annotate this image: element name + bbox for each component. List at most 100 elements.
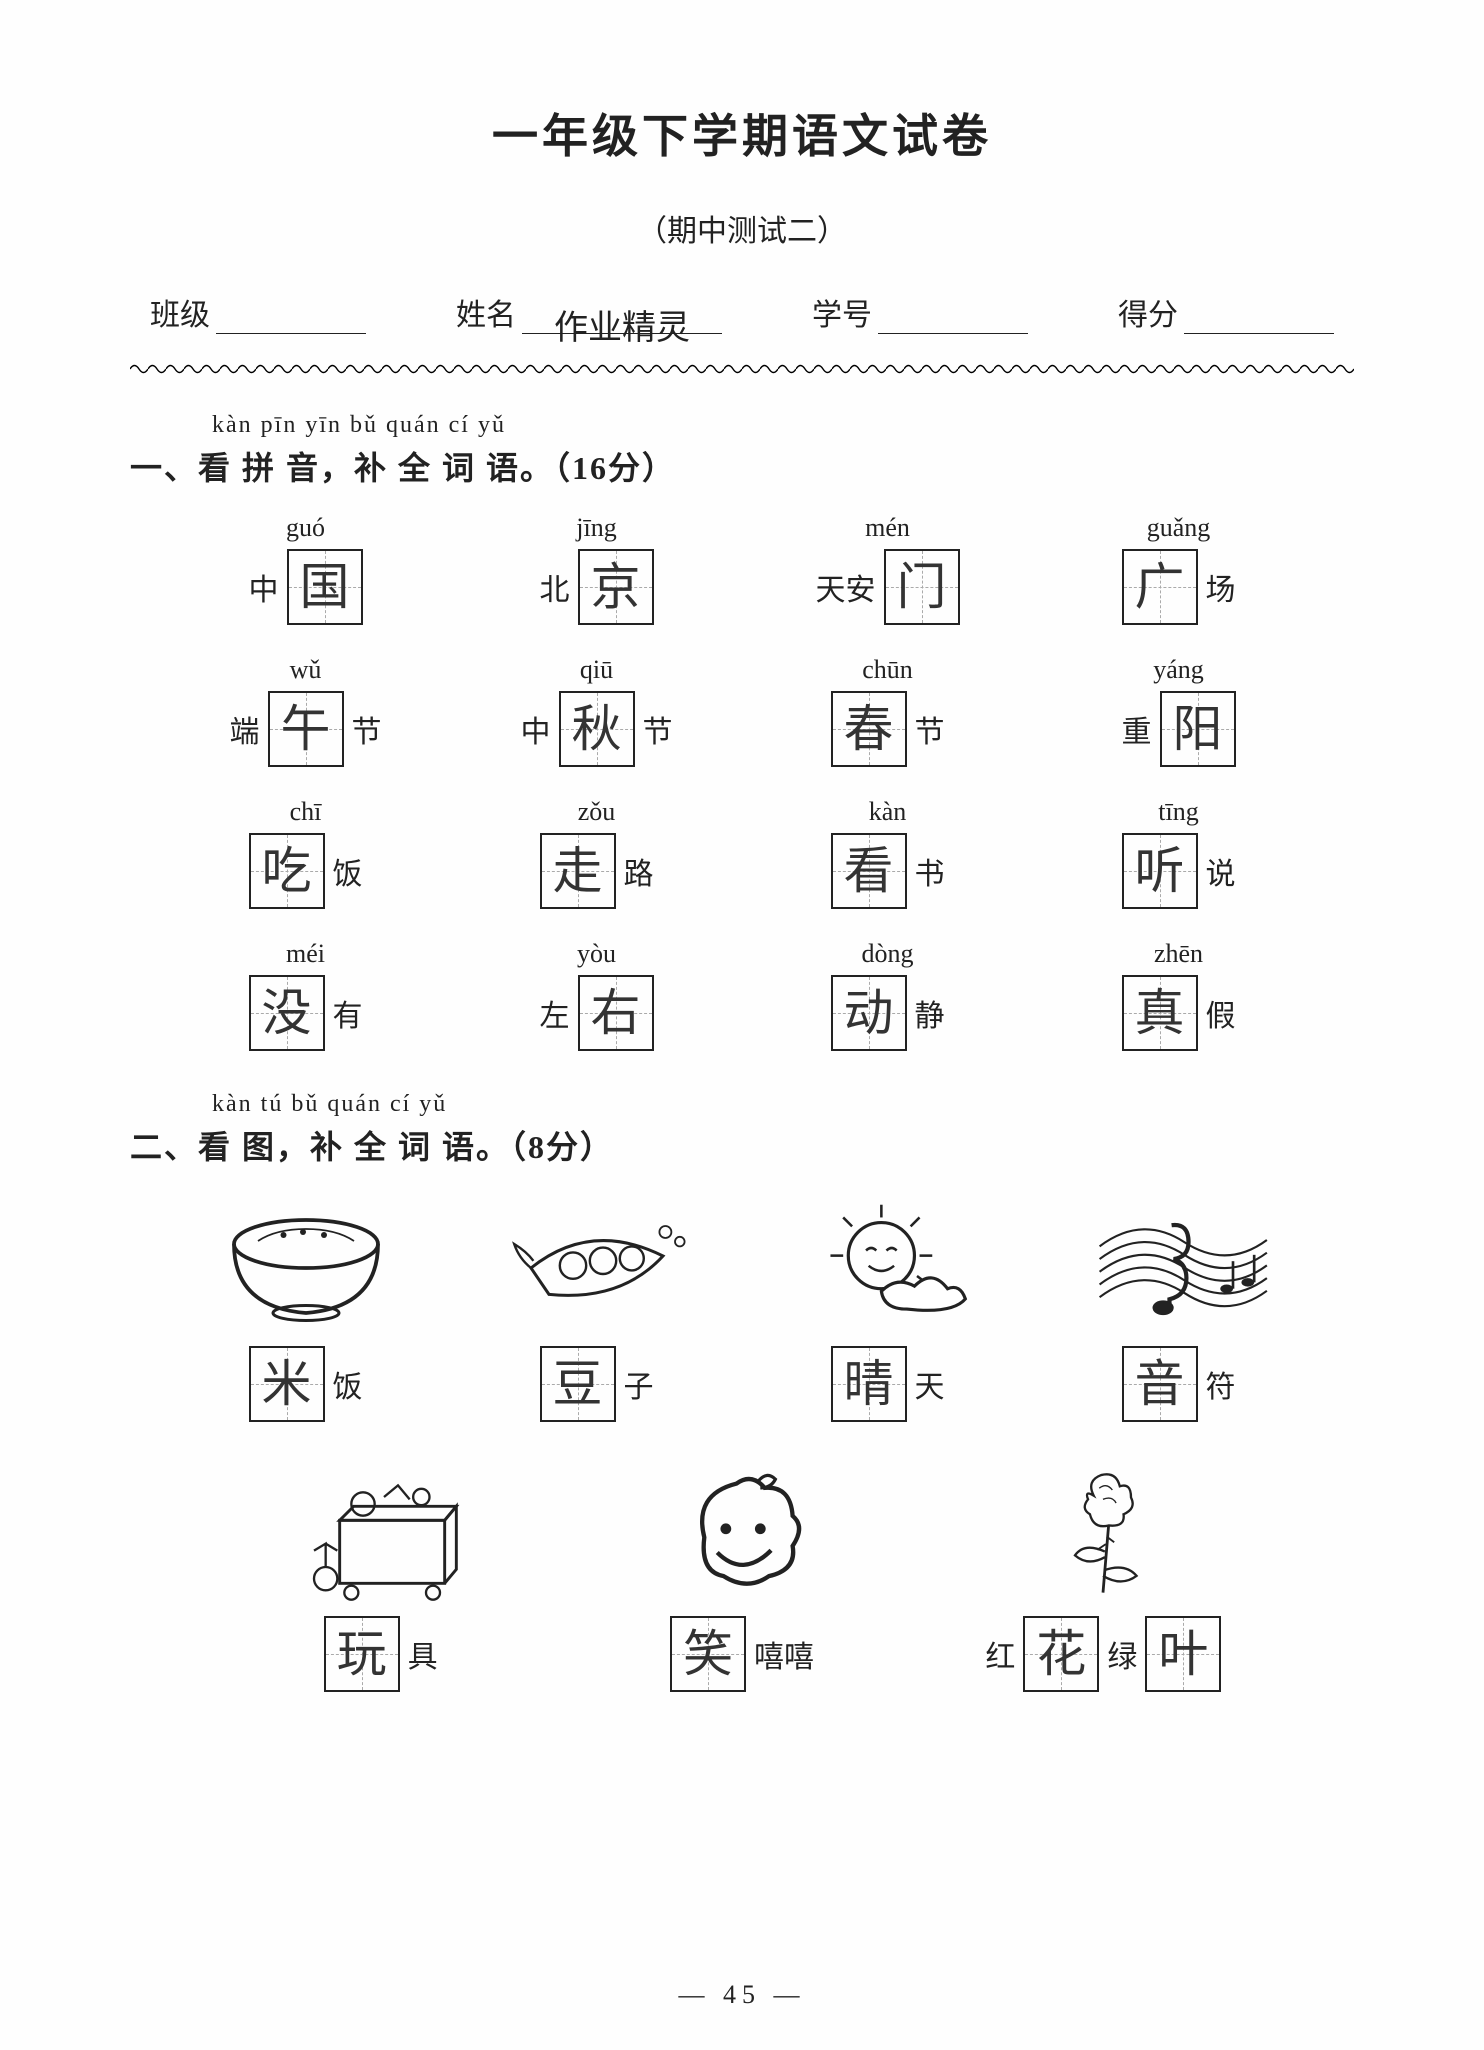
suffix-char: 有 <box>333 991 363 1035</box>
word-row: 天安 门 <box>816 549 960 625</box>
suffix-char: 嘻嘻 <box>754 1632 814 1676</box>
word-row: 听 说 <box>1122 833 1236 909</box>
cell-pinyin: chūn <box>862 655 913 685</box>
prefix-char: 左 <box>540 991 570 1035</box>
pinyin-cell: guó 中 国 <box>170 513 441 625</box>
cell-pinyin: dòng <box>862 939 914 969</box>
bowl-icon <box>216 1192 396 1332</box>
prefix-char: 中 <box>521 707 551 751</box>
tianzige-box[interactable]: 晴 <box>831 1346 907 1422</box>
tianzige-box[interactable]: 豆 <box>540 1346 616 1422</box>
answer-char: 春 <box>844 704 894 754</box>
word-row: 笑 嘻嘻 <box>670 1616 814 1692</box>
tianzige-box[interactable]: 动 <box>831 975 907 1051</box>
answer-char: 国 <box>300 562 350 612</box>
tianzige-box[interactable]: 门 <box>884 549 960 625</box>
pinyin-cell: jīng 北 京 <box>461 513 732 625</box>
tianzige-box[interactable]: 听 <box>1122 833 1198 909</box>
tianzige-box[interactable]: 真 <box>1122 975 1198 1051</box>
cell-pinyin: wǔ <box>290 655 322 685</box>
tianzige-box[interactable]: 花 <box>1023 1616 1099 1692</box>
wavy-divider <box>130 362 1354 376</box>
picture-cell: 红 花 绿 叶 <box>933 1462 1274 1692</box>
answer-char: 阳 <box>1173 704 1223 754</box>
word-row: 看 书 <box>831 833 945 909</box>
answer-char: 豆 <box>553 1359 603 1409</box>
peas-icon <box>507 1192 687 1332</box>
word-row: 真 假 <box>1122 975 1236 1051</box>
section2-pinyin: kàn tú bǔ quán cí yǔ <box>212 1091 1354 1118</box>
tianzige-box[interactable]: 广 <box>1122 549 1198 625</box>
name-value[interactable]: 作业精灵 <box>522 300 722 334</box>
cell-pinyin: kàn <box>869 797 907 827</box>
word-row: 北 京 <box>540 549 654 625</box>
music-icon <box>1089 1192 1269 1332</box>
class-value[interactable] <box>216 300 366 334</box>
word-row: 春 节 <box>831 691 945 767</box>
cell-pinyin: guǎng <box>1147 513 1211 543</box>
tianzige-box[interactable]: 看 <box>831 833 907 909</box>
score-label: 得分 <box>1118 290 1178 334</box>
answer-char: 晴 <box>844 1359 894 1409</box>
suffix-char: 子 <box>624 1362 654 1406</box>
suffix-char: 具 <box>408 1632 438 1676</box>
section1-grid: guó 中 国 jīng 北 京 mén 天安 门 guǎng 广 场 wǔ 端… <box>130 513 1354 1051</box>
suffix-char: 符 <box>1206 1362 1236 1406</box>
page-number: — 45 — <box>0 1980 1484 2010</box>
cell-pinyin: yòu <box>577 939 616 969</box>
tianzige-box[interactable]: 右 <box>578 975 654 1051</box>
picture-cell: 笑 嘻嘻 <box>571 1462 912 1692</box>
word-row: 广 场 <box>1122 549 1236 625</box>
cell-pinyin: chī <box>290 797 322 827</box>
answer-char: 广 <box>1135 562 1185 612</box>
picture-cell: 米 饭 <box>170 1192 441 1422</box>
answer-char: 玩 <box>337 1629 387 1679</box>
section1-heading: 一、看 拼 音，补 全 词 语。（16分） <box>130 443 1354 489</box>
suffix-char: 节 <box>643 707 673 751</box>
tianzige-box[interactable]: 玩 <box>324 1616 400 1692</box>
suffix-char: 天 <box>915 1362 945 1406</box>
pinyin-cell: yòu 左 右 <box>461 939 732 1051</box>
answer-char: 花 <box>1036 1629 1086 1679</box>
tianzige-box[interactable]: 京 <box>578 549 654 625</box>
section2-row2: 玩 具 笑 嘻嘻 红 花 绿 叶 <box>130 1462 1354 1692</box>
tianzige-box[interactable]: 春 <box>831 691 907 767</box>
cell-pinyin: zhēn <box>1154 939 1203 969</box>
page-subtitle: （期中测试二） <box>130 206 1354 250</box>
answer-char: 笑 <box>683 1629 733 1679</box>
picture-cell: 晴 天 <box>752 1192 1023 1422</box>
answer-char: 叶 <box>1158 1629 1208 1679</box>
score-value[interactable] <box>1184 300 1334 334</box>
tianzige-box[interactable]: 米 <box>249 1346 325 1422</box>
cell-pinyin: zǒu <box>578 797 616 827</box>
pinyin-cell: dòng 动 静 <box>752 939 1023 1051</box>
tianzige-box[interactable]: 阳 <box>1160 691 1236 767</box>
tianzige-box[interactable]: 午 <box>268 691 344 767</box>
tianzige-box[interactable]: 音 <box>1122 1346 1198 1422</box>
id-value[interactable] <box>878 300 1028 334</box>
pinyin-cell: yáng 重 阳 <box>1043 655 1314 767</box>
section2-heading: 二、看 图，补 全 词 语。（8分） <box>130 1122 1354 1168</box>
pinyin-cell: wǔ 端 午 节 <box>170 655 441 767</box>
word-row: 晴 天 <box>831 1346 945 1422</box>
prefix-char: 天安 <box>816 565 876 609</box>
tianzige-box[interactable]: 吃 <box>249 833 325 909</box>
prefix-char: 端 <box>230 707 260 751</box>
tianzige-box[interactable]: 没 <box>249 975 325 1051</box>
suffix-char: 节 <box>915 707 945 751</box>
word-row: 中 秋 节 <box>521 691 673 767</box>
tianzige-box[interactable]: 秋 <box>559 691 635 767</box>
tianzige-box[interactable]: 国 <box>287 549 363 625</box>
prefix-char: 中 <box>249 565 279 609</box>
toybox-icon <box>291 1462 471 1602</box>
word-row: 左 右 <box>540 975 654 1051</box>
cell-pinyin: jīng <box>576 513 616 543</box>
tianzige-box[interactable]: 走 <box>540 833 616 909</box>
score-field: 得分 <box>1118 290 1334 334</box>
tianzige-box[interactable]: 叶 <box>1145 1616 1221 1692</box>
pinyin-cell: zǒu 走 路 <box>461 797 732 909</box>
answer-char: 米 <box>262 1359 312 1409</box>
tianzige-box[interactable]: 笑 <box>670 1616 746 1692</box>
suffix-char: 节 <box>352 707 382 751</box>
cell-pinyin: tīng <box>1158 797 1198 827</box>
